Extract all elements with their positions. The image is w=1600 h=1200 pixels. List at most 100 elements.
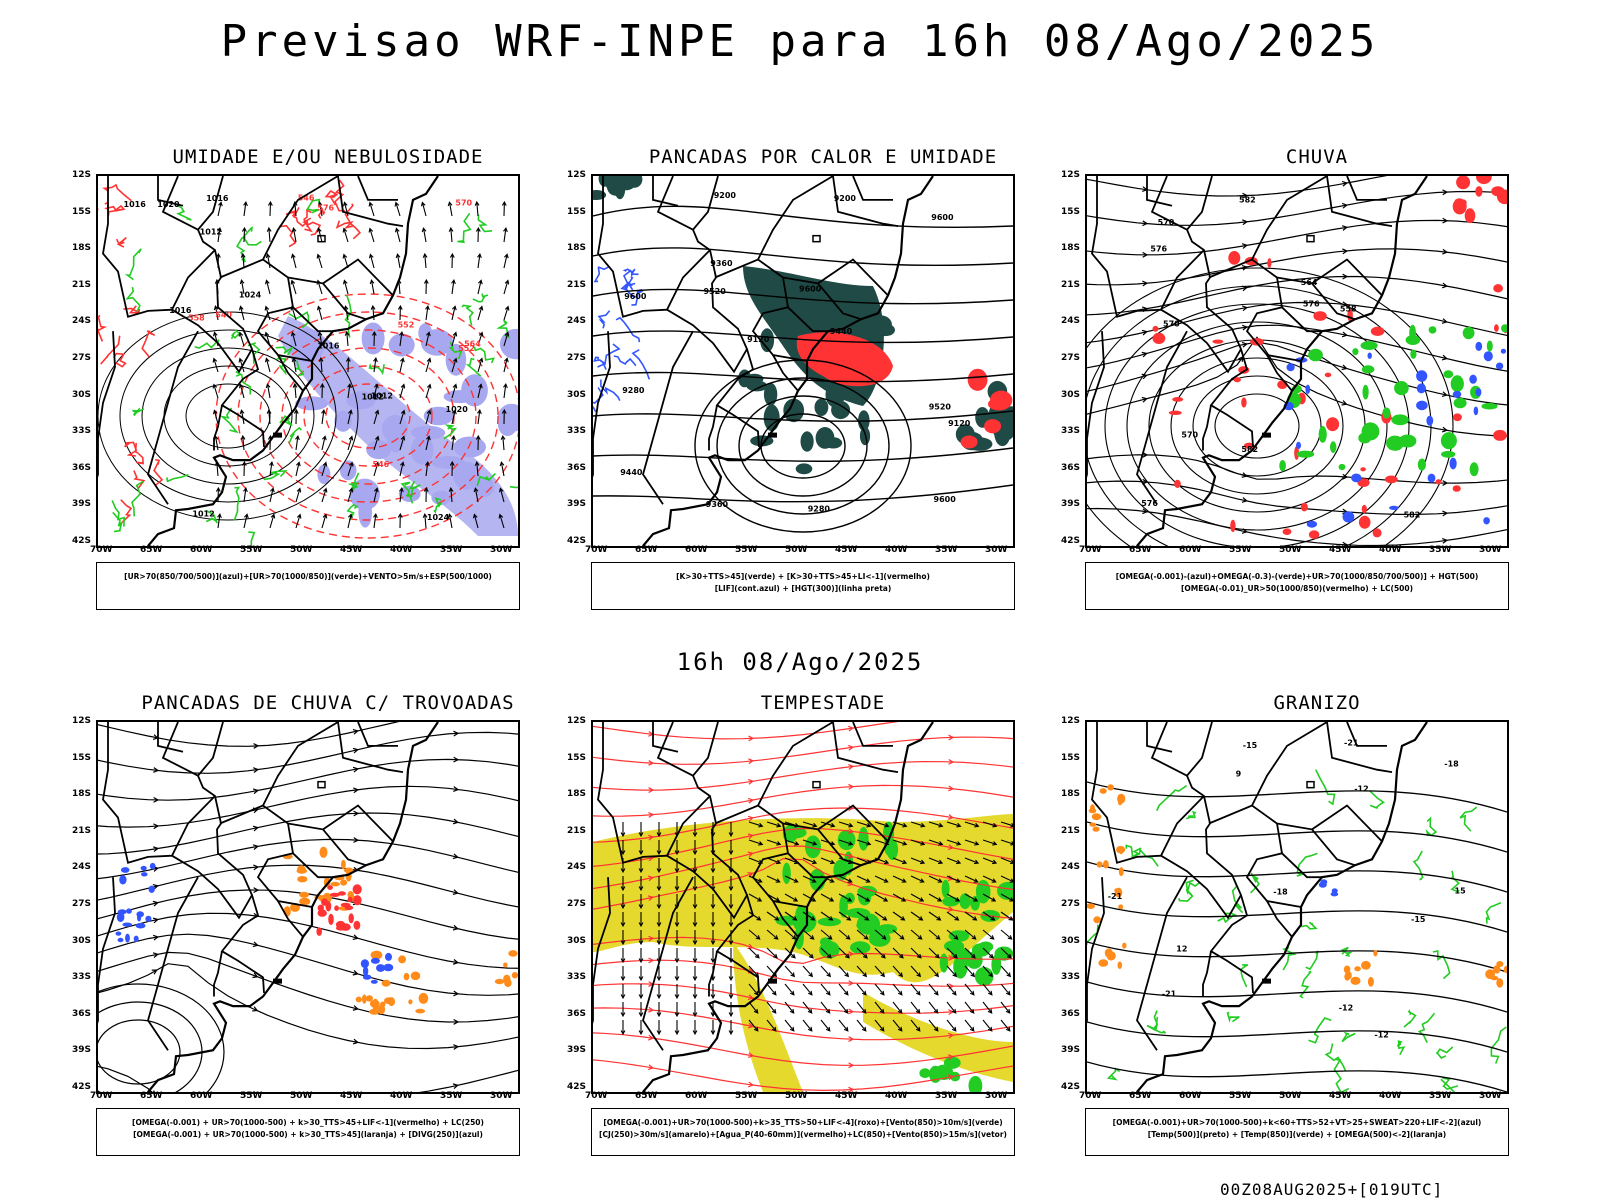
wind-vector [342, 227, 349, 243]
lat-tick-label: 12S [567, 170, 587, 180]
lake-mark [1262, 432, 1271, 438]
streamline-arrow [453, 756, 460, 763]
wind-vector [620, 876, 626, 892]
border-line [642, 330, 694, 505]
temp500-contour [1087, 981, 1507, 1013]
streamline-arrow [152, 934, 160, 941]
lon-tick-label: 60W [1179, 1091, 1202, 1101]
border-line [1146, 176, 1173, 207]
coastline [147, 722, 439, 1092]
rain-omega [1286, 363, 1295, 372]
wind-vector [928, 1019, 939, 1032]
moisture-patch [295, 396, 329, 411]
lat-tick-label: 30S [72, 389, 92, 400]
contour-label: 552 [398, 320, 415, 329]
wind-vector [710, 948, 716, 964]
thunder-severe [334, 905, 339, 911]
wind-vector [370, 304, 376, 321]
temp850-contour [1324, 1043, 1347, 1072]
red-contour [100, 335, 121, 365]
wind-vector [766, 947, 778, 959]
wind-vector [1000, 983, 1011, 996]
legend-line: [CJ(250)>30m/s](amarelo)+[Agua_P(40-60mm… [599, 1130, 1007, 1139]
rain-area [1267, 258, 1272, 268]
wind-vector [766, 1001, 777, 1014]
contour-label: -15 [1243, 741, 1258, 750]
coastline [1136, 176, 1428, 546]
border-line [98, 877, 116, 1024]
green-contour [230, 329, 241, 340]
lat-tick-label: 36S [567, 1008, 587, 1019]
wind-vector [265, 383, 271, 399]
wind-vector [638, 984, 644, 1000]
storm-area [876, 323, 895, 337]
rain-area [1370, 326, 1385, 336]
wind-vector [946, 1019, 957, 1032]
border-line [262, 176, 339, 260]
lon-tick-label: 65W [140, 545, 163, 555]
wind-vector [371, 330, 377, 347]
streamline-arrow [747, 994, 755, 1001]
rain-area-heavy [1308, 348, 1323, 362]
border-line [357, 722, 398, 747]
temp850-contour [1178, 879, 1194, 902]
contour-label: 9360 [710, 259, 733, 268]
streamline-arrow [1142, 280, 1149, 287]
wind-vector [620, 912, 626, 928]
border-line [1281, 852, 1322, 879]
temp850-contour [1299, 970, 1312, 999]
lon-tick-label: 50W [290, 1091, 313, 1101]
streamline-arrow [1241, 472, 1248, 478]
lat-tick-label: 18S [1061, 243, 1081, 254]
rain-omega [1475, 341, 1483, 351]
wind-vector [217, 512, 222, 529]
wind-vector [766, 1019, 777, 1032]
wind-vector [397, 304, 403, 321]
wind-vector [766, 839, 782, 846]
red-contour [292, 207, 309, 228]
streamline [1087, 341, 1507, 406]
wind-vector [946, 947, 958, 959]
streamline-arrow [648, 1034, 655, 1041]
streamline-arrow [1242, 324, 1249, 331]
wind-vector [477, 279, 483, 295]
wind-850-area [997, 881, 1013, 900]
temp850-contour [1131, 847, 1159, 867]
streamline-arrow [1442, 537, 1449, 544]
rain-omega [1426, 415, 1434, 426]
green-contour [465, 357, 482, 377]
wind-vector [874, 893, 889, 902]
storm-area [593, 190, 607, 200]
moisture-patch [453, 436, 487, 458]
streamline [593, 858, 1013, 919]
border-line [357, 176, 398, 201]
wind-vector [1000, 875, 1013, 883]
wind-vector [347, 409, 353, 425]
border-line [757, 722, 834, 806]
storm-area [825, 382, 845, 408]
border-line [597, 722, 711, 864]
rain-area-heavy [1486, 340, 1493, 352]
streamline-arrow [648, 935, 655, 942]
lon-tick-label: 65W [635, 1091, 658, 1101]
streamline [98, 812, 518, 855]
wind-vector [910, 857, 926, 865]
border-line [772, 354, 799, 392]
wind-vector [820, 893, 835, 902]
divg-area [376, 964, 386, 972]
thunder-area [343, 867, 354, 874]
rain-area-heavy [1501, 324, 1507, 333]
streamline-arrow [352, 747, 359, 754]
wind-vector [240, 252, 246, 269]
temp500-contour [1087, 821, 1507, 853]
lat-tick-label: 30S [1061, 935, 1081, 946]
wind-vector [982, 983, 993, 996]
rain-area [1358, 515, 1371, 529]
legend-line: [OMEGA(-0.001)+UR>70(1000-500)+k<60+TTS>… [1112, 1118, 1482, 1127]
streamline-arrow [1441, 426, 1449, 433]
streamline-arrow [152, 900, 159, 907]
lat-tick-label: 24S [1061, 862, 1081, 873]
rain-area [1168, 410, 1182, 415]
temp850-contour [1432, 950, 1451, 980]
wind-vector [373, 356, 378, 373]
